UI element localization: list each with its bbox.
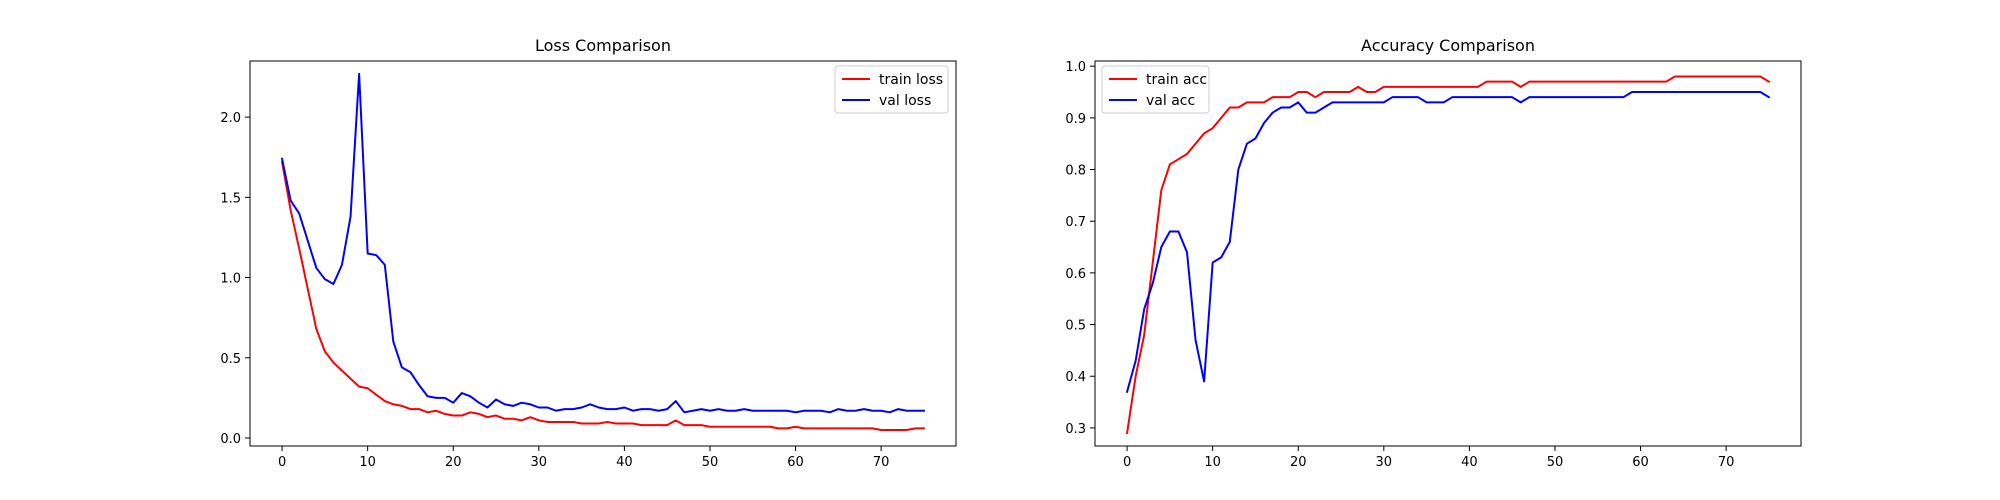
loss-y-tick-label: 0.5 <box>220 352 241 367</box>
accuracy-legend-box <box>1101 65 1210 114</box>
loss-x-tick-label: 40 <box>616 455 633 470</box>
accuracy-x-tick-label: 60 <box>1632 455 1649 470</box>
accuracy-x-tick-label: 20 <box>1290 455 1307 470</box>
accuracy-x-tick-label: 50 <box>1547 455 1564 470</box>
loss-x-tick-label: 0 <box>278 455 286 470</box>
accuracy-x-tick-label: 70 <box>1718 455 1735 470</box>
loss-legend-box <box>834 65 949 114</box>
accuracy-legend: train acc val acc <box>1101 65 1210 114</box>
accuracy-axes-frame <box>1094 60 1802 447</box>
loss-axes-frame <box>249 60 957 447</box>
loss-chart-title: Loss Comparison <box>535 36 671 55</box>
loss-y-tick-label: 2.0 <box>220 111 241 126</box>
accuracy-y-tick-label: 0.7 <box>1065 215 1086 230</box>
accuracy-y-tick-label: 0.6 <box>1065 267 1086 282</box>
accuracy-y-tick-label: 0.3 <box>1065 422 1086 437</box>
accuracy-plot-area <box>1125 75 1771 435</box>
loss-axis-ticks: 0 10 20 30 40 50 60 70 0.0 0.5 1.0 1.5 2.0 <box>220 111 889 470</box>
loss-plot-area <box>280 72 925 431</box>
accuracy-series-line-val-acc <box>1125 91 1771 393</box>
loss-series-line-val-loss <box>280 72 925 414</box>
loss-legend: train loss val loss <box>834 65 949 114</box>
accuracy-x-tick-label: 10 <box>1204 455 1221 470</box>
accuracy-axis-ticks: 0 10 20 30 40 50 60 70 0.3 0.4 0.5 0.6 0.7 0.8 0.9 1.0 <box>1065 60 1734 470</box>
loss-y-tick-label: 0.0 <box>220 432 241 447</box>
loss-x-tick-label: 10 <box>359 455 376 470</box>
loss-x-tick-label: 30 <box>531 455 548 470</box>
loss-legend-label-train: train loss <box>879 72 943 88</box>
loss-legend-label-val: val loss <box>879 93 931 109</box>
accuracy-y-tick-label: 0.9 <box>1065 112 1086 127</box>
loss-y-tick-label: 1.5 <box>220 191 241 206</box>
accuracy-y-tick-label: 0.8 <box>1065 164 1086 179</box>
loss-x-tick-label: 60 <box>787 455 804 470</box>
accuracy-chart: Accuracy Comparison 0 10 20 30 40 50 60 70 0.3 0.… <box>1065 36 1802 470</box>
accuracy-legend-label-train: train acc <box>1146 72 1207 88</box>
loss-x-tick-label: 50 <box>702 455 719 470</box>
accuracy-y-tick-label: 0.5 <box>1065 319 1086 334</box>
accuracy-legend-label-val: val acc <box>1146 93 1195 109</box>
accuracy-y-tick-label: 1.0 <box>1065 60 1086 75</box>
loss-y-tick-label: 1.0 <box>220 272 241 287</box>
loss-x-tick-label: 70 <box>873 455 890 470</box>
accuracy-chart-title: Accuracy Comparison <box>1361 36 1535 55</box>
accuracy-x-tick-label: 30 <box>1376 455 1393 470</box>
loss-series-line-train-loss <box>280 160 925 431</box>
accuracy-series-line-train-acc <box>1125 75 1771 435</box>
accuracy-y-tick-label: 0.4 <box>1065 370 1086 385</box>
loss-x-tick-label: 20 <box>445 455 462 470</box>
accuracy-x-tick-label: 40 <box>1461 455 1478 470</box>
loss-chart: Loss Comparison 0 10 20 30 40 50 60 70 0.0 0.5 1.0… <box>220 36 957 470</box>
accuracy-x-tick-label: 0 <box>1123 455 1131 470</box>
